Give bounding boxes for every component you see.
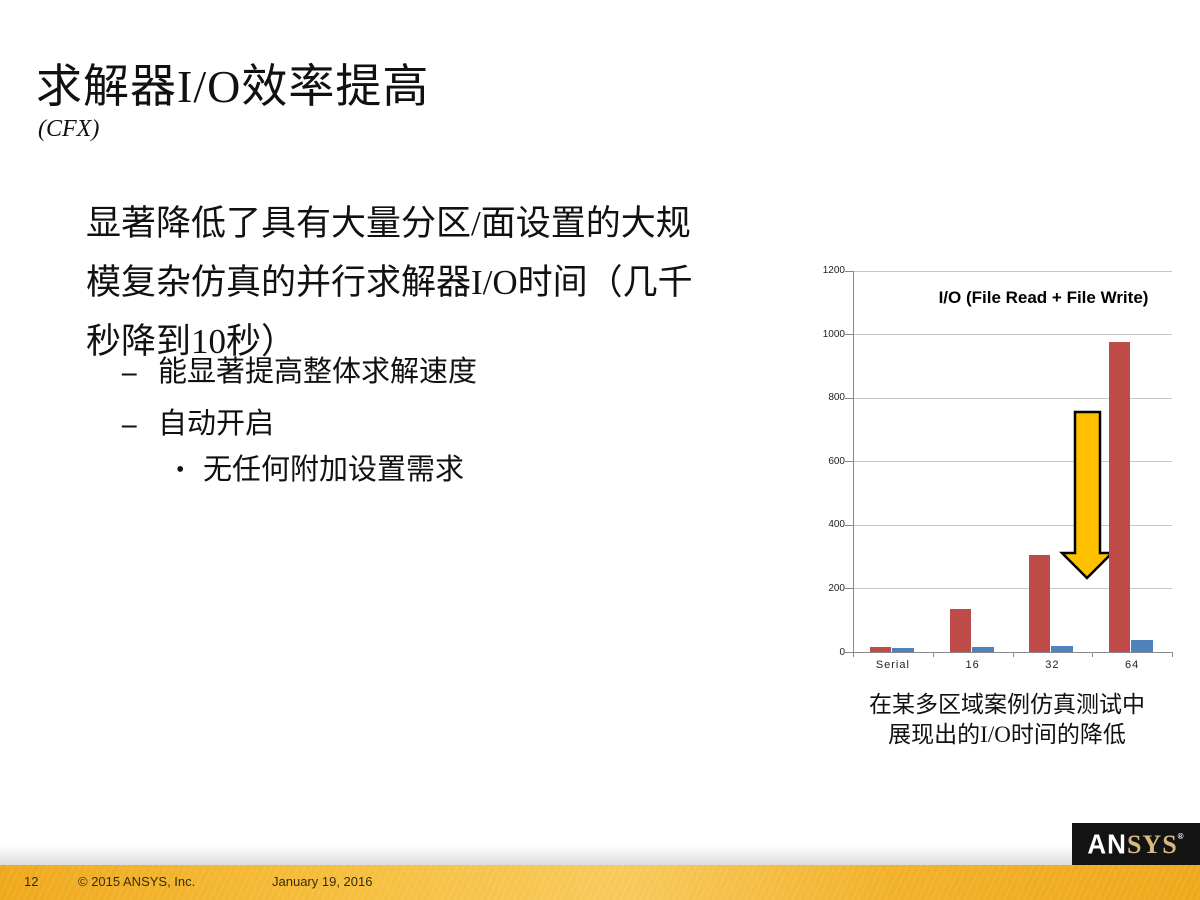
copyright-text: © 2015 ANSYS, Inc.	[78, 874, 196, 889]
ansys-logo: ANSYS®	[1072, 823, 1200, 865]
y-gridline	[853, 588, 1172, 590]
bar-blue-series	[971, 646, 994, 652]
y-axis-tick-label: 0	[839, 646, 845, 658]
y-tick	[845, 270, 853, 272]
y-axis-tick-label: 600	[828, 455, 845, 467]
y-axis-tick-label: 1200	[822, 265, 845, 276]
y-axis-tick-label: 400	[828, 519, 845, 531]
paragraph-line: 模复杂仿真的并行求解器I/O时间（几千	[86, 263, 693, 302]
y-axis-tick-label: 800	[828, 392, 845, 404]
sub-bullet-text: 无任何附加设置需求	[203, 454, 465, 486]
bar-chart: I/O (File Read + File Write) 0 200 400 600 8…	[800, 255, 1190, 685]
y-gridline	[853, 397, 1172, 399]
y-tick	[845, 397, 853, 399]
bar-blue-series	[1051, 645, 1074, 652]
bar-red-series	[1109, 342, 1131, 652]
x-tick	[1092, 652, 1094, 657]
x-axis-tick-label: 16	[965, 659, 980, 671]
y-tick	[845, 524, 853, 526]
paragraph-line: 显著降低了具有大量分区/面设置的大规	[86, 204, 691, 243]
ansys-logo-text: ANSYS®	[1087, 827, 1185, 860]
dash-bullet-icon: –	[122, 408, 137, 440]
y-axis-tick-label: 200	[828, 582, 845, 594]
chart-title: I/O (File Read + File Write)	[938, 288, 1149, 307]
bullet-text: 能显著提高整体求解速度	[158, 356, 478, 388]
x-tick	[932, 652, 934, 657]
page-subtitle: (CFX)	[38, 116, 100, 142]
y-tick	[845, 652, 853, 653]
paragraph-line: 秒降到10秒）	[86, 322, 297, 361]
caption-line: 展现出的I/O时间的降低	[888, 722, 1126, 747]
sub-bullet-item: • 无任何附加设置需求	[176, 446, 464, 488]
x-axis-tick-label: Serial	[875, 659, 910, 671]
down-arrow-annotation	[1058, 410, 1116, 580]
y-gridline	[853, 270, 1172, 272]
down-arrow-shape	[1058, 410, 1116, 580]
x-tick	[853, 652, 854, 657]
page-number: 12	[24, 874, 39, 889]
y-tick	[845, 588, 853, 590]
body-paragraph: 显著降低了具有大量分区/面设置的大规 模复杂仿真的并行求解器I/O时间（几千 秒…	[86, 194, 816, 371]
bar-blue-series	[891, 647, 914, 652]
y-gridline	[853, 524, 1172, 526]
x-axis-tick-label: 64	[1125, 659, 1140, 671]
dot-bullet-icon: •	[176, 457, 185, 483]
footer-bar	[0, 865, 1200, 900]
y-tick	[845, 461, 853, 463]
bar-red-series	[869, 647, 891, 652]
bullet-item: – 能显著提高整体求解速度	[122, 348, 477, 390]
date-text: January 19, 2016	[272, 874, 373, 889]
y-axis-tick-label: 1000	[822, 328, 845, 340]
footer-texture	[0, 865, 1200, 900]
caption-line: 在某多区域案例仿真测试中	[869, 692, 1145, 717]
y-tick	[845, 334, 853, 336]
chart-caption: 在某多区域案例仿真测试中 展现出的I/O时间的降低	[840, 690, 1174, 750]
dash-bullet-icon: –	[122, 356, 137, 388]
bullet-item: – 自动开启	[122, 400, 274, 442]
y-gridline	[853, 334, 1172, 336]
x-tick	[1172, 652, 1173, 657]
bar-blue-series	[1131, 639, 1154, 652]
x-tick	[1012, 652, 1014, 657]
footer-fade-band	[0, 846, 1200, 865]
x-axis-tick-label: 32	[1045, 659, 1060, 671]
bullet-text: 自动开启	[158, 408, 275, 440]
bar-red-series	[949, 609, 971, 652]
page-title: 求解器I/O效率提高	[36, 61, 430, 112]
bar-red-series	[1029, 555, 1051, 652]
y-axis-line	[853, 270, 854, 652]
y-gridline	[853, 461, 1172, 463]
